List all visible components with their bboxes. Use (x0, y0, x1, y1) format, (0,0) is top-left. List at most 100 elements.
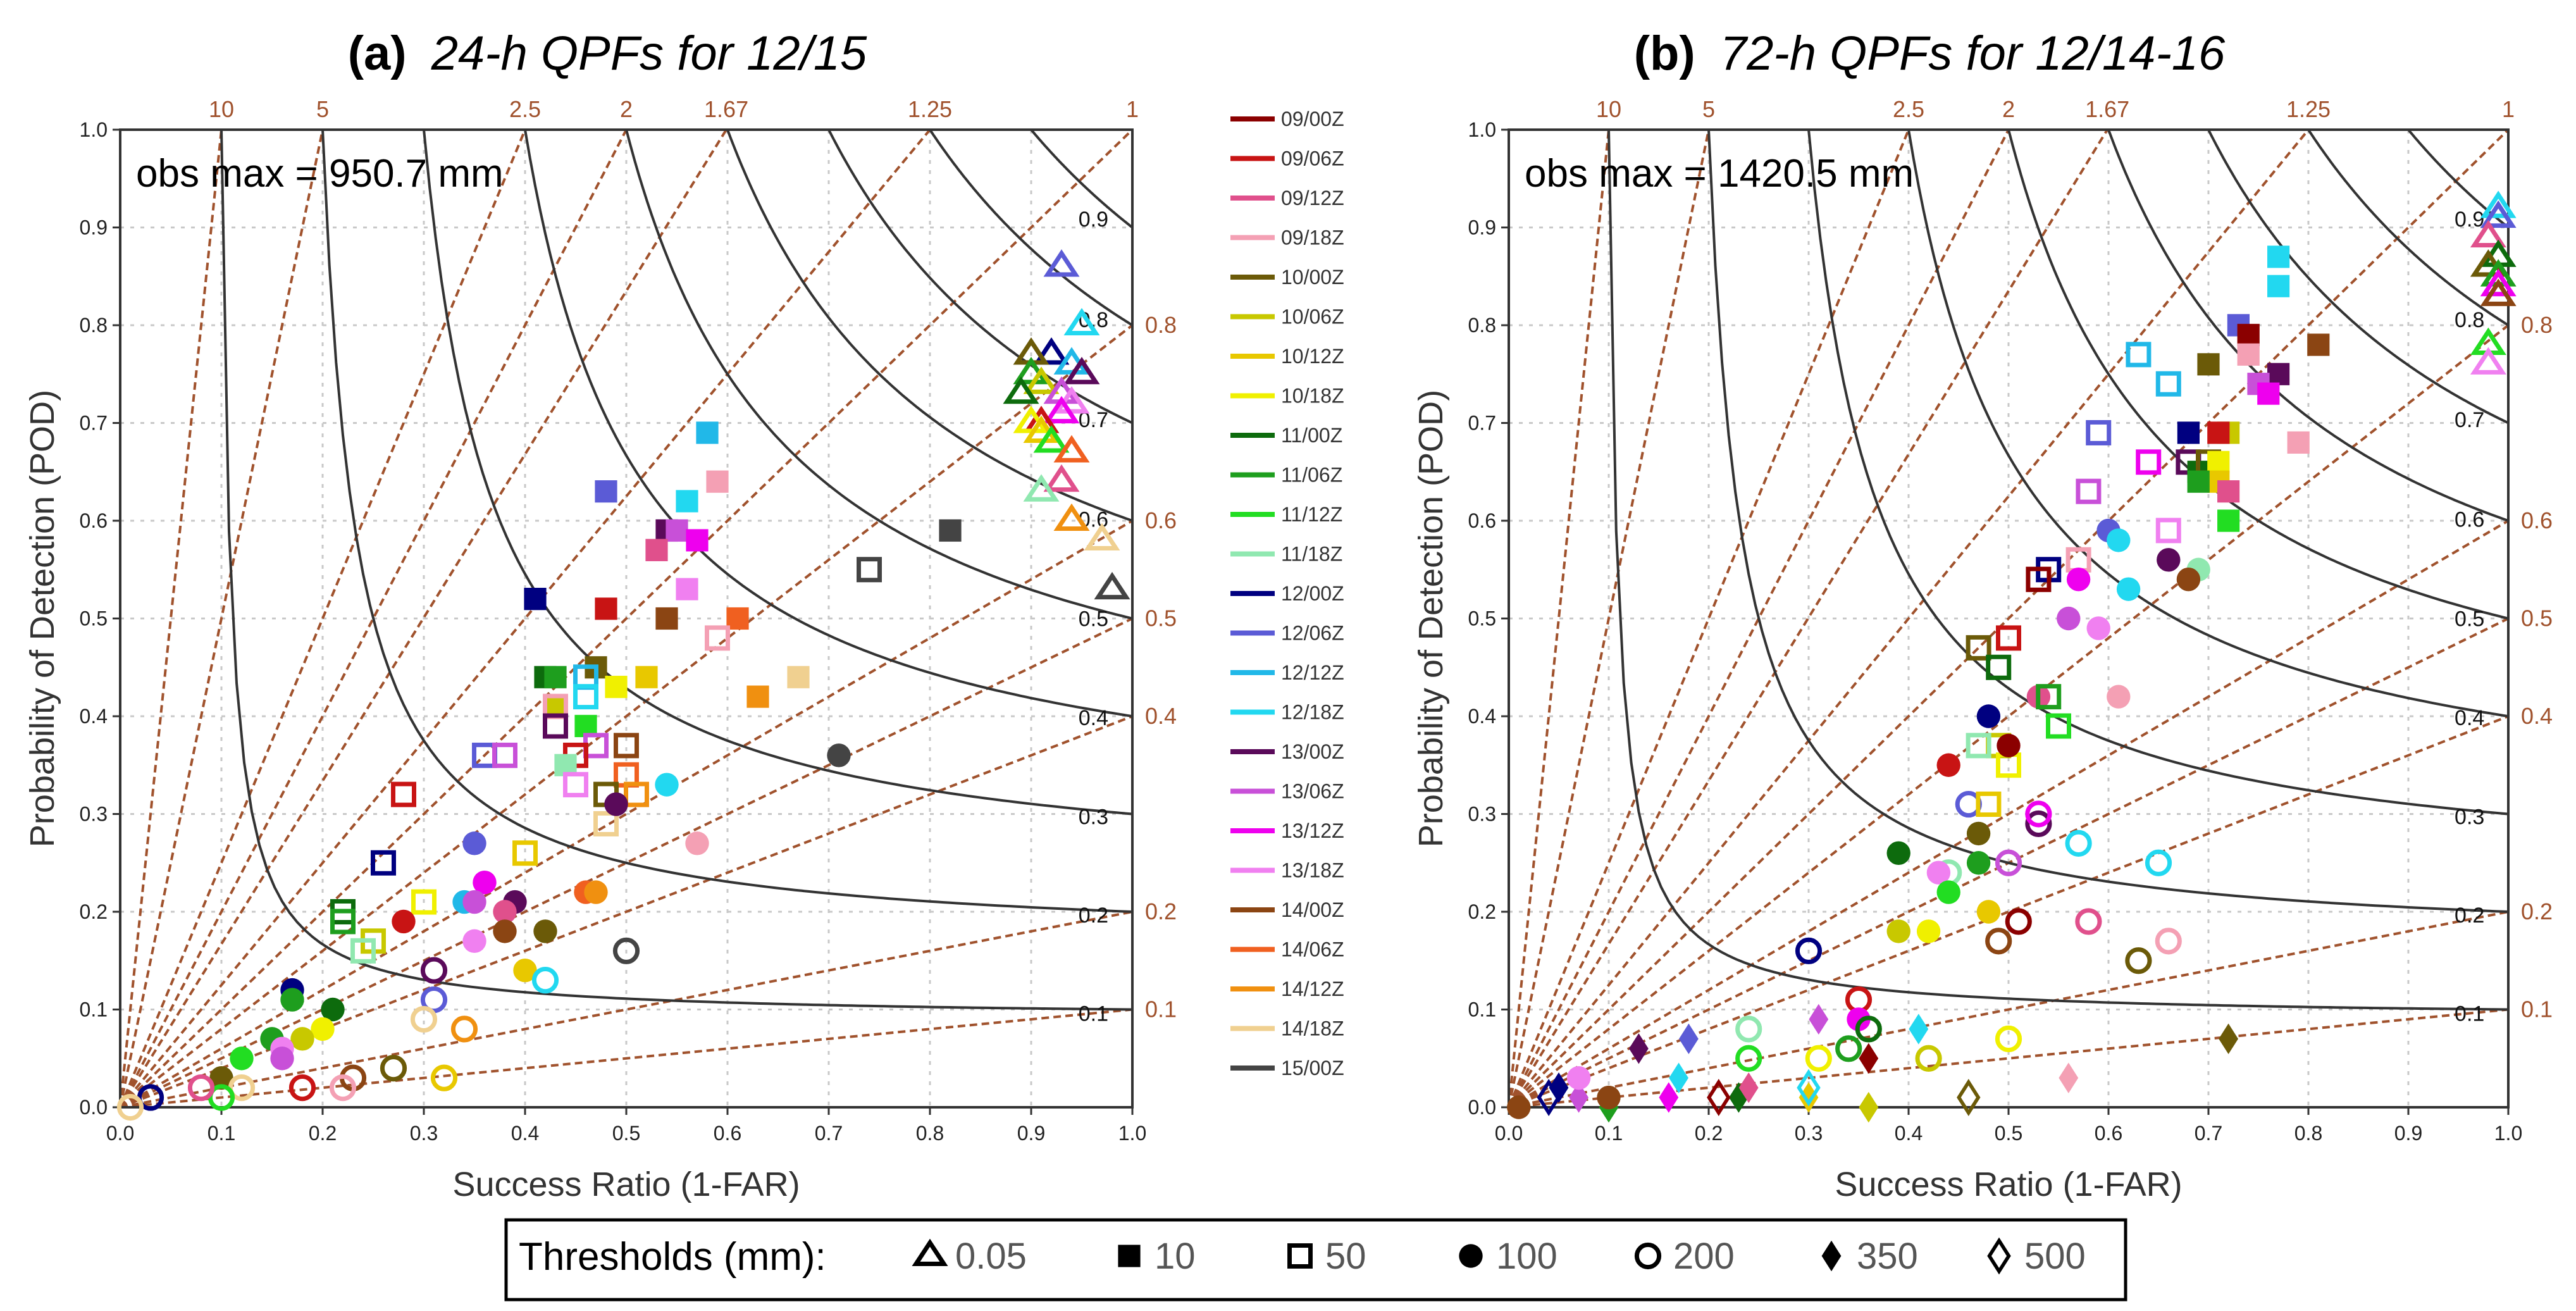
bias-line (1509, 130, 2108, 1107)
chart-title-a: (a) 24-h QPFs for 12/15 (348, 27, 867, 80)
legend-label: 14/00Z (1281, 898, 1344, 921)
x-tick-label: 0.2 (309, 1122, 337, 1145)
csi-label: 0.5 (1079, 607, 1108, 631)
plot-area-b: 0.1 0.2 0.3 0.4 0.5 0.6 0.7 0.8 0.9 10 5 2.5 2 1.67 1.… (1412, 96, 2553, 1203)
bias-label: 2.5 (509, 96, 541, 122)
legend-label: 13/18Z (1281, 859, 1344, 882)
legend-label: 11/18Z (1281, 543, 1342, 566)
csi-curve (524, 130, 1132, 718)
data-point (1805, 1045, 1832, 1072)
data-point (1995, 1025, 2022, 1052)
threshold-label: 200 (1673, 1236, 1735, 1277)
data-point (2480, 190, 2517, 218)
data-point (2237, 323, 2260, 347)
legend-label: 09/06Z (1281, 147, 1344, 170)
threshold-label: 350 (1857, 1236, 1918, 1277)
data-point (2126, 342, 2152, 368)
data-point (1997, 733, 2021, 758)
data-point (2197, 353, 2220, 376)
csi-curve (2107, 130, 2508, 522)
x-tick-label: 0.8 (2294, 1122, 2322, 1145)
legend-label: 12/18Z (1281, 701, 1344, 724)
legend-label: 13/00Z (1281, 740, 1344, 763)
data-point (1797, 1069, 1821, 1107)
data-point (595, 480, 617, 503)
csi-curve (220, 130, 1132, 1011)
x-tick-label: 0.7 (2195, 1122, 2222, 1145)
bias-line (120, 130, 324, 1107)
data-point (666, 519, 688, 542)
data-point (288, 1074, 316, 1102)
data-point (2187, 470, 2210, 493)
y-tick-label: 0.0 (80, 1096, 108, 1119)
bias-label: 0.1 (2521, 997, 2553, 1022)
threshold-label: 10 (1155, 1236, 1196, 1277)
data-point (2207, 450, 2230, 473)
bias-label: 1.25 (2286, 96, 2331, 122)
x-tick-label: 0.4 (1895, 1122, 1923, 1145)
data-point (544, 666, 567, 688)
bias-label: 0.1 (1145, 997, 1177, 1022)
time-legend: 09/00Z 09/06Z 09/12Z 09/18Z 10/00Z 10/06Z 10/1… (1230, 108, 1344, 1079)
data-point (1707, 1079, 1731, 1116)
data-point (2145, 849, 2172, 876)
data-point (350, 938, 376, 964)
data-point (1003, 376, 1039, 404)
panel-b: (b) 72-h QPFs for 12/14-16 0.10.20.30.40… (1412, 27, 2553, 1203)
data-point (939, 519, 962, 542)
x-tick-label: 0.5 (1995, 1122, 2022, 1145)
data-point (330, 909, 356, 935)
data-point (604, 792, 628, 816)
threshold-legend: Thresholds (mm): 0.05 10 50 100 200 350 500 (504, 1218, 2127, 1302)
data-point (1966, 821, 1991, 846)
plot-area-a: 0.1 0.2 0.3 0.4 0.5 0.6 0.7 0.8 0.9 10 5 2.5 2 1.67 1.… (23, 96, 1177, 1203)
data-point (321, 997, 345, 1022)
data-point (612, 937, 640, 964)
data-point (2480, 268, 2517, 297)
x-tick-label: 0.8 (916, 1122, 944, 1145)
csi-curve (2307, 130, 2508, 326)
csi-curve (1030, 130, 1132, 229)
data-point (655, 607, 678, 630)
x-tick-label: 1.0 (2494, 1122, 2522, 1145)
data-point (228, 1074, 256, 1102)
data-point (2065, 547, 2091, 573)
data-point (2267, 245, 2290, 268)
data-point (2267, 275, 2290, 297)
legend-label: 11/00Z (1281, 424, 1342, 447)
data-point (2046, 713, 2071, 739)
legend-label: 11/12Z (1281, 503, 1342, 526)
data-point (1995, 849, 2022, 876)
data-point (2026, 566, 2052, 592)
csi-label: 0.5 (2455, 607, 2484, 631)
x-tick-label: 0.9 (2394, 1122, 2422, 1145)
data-point (787, 666, 810, 688)
obs-max-annotation-a: obs max = 950.7 mm (136, 152, 504, 196)
y-tick-label: 0.9 (1468, 216, 1496, 239)
data-point (2307, 333, 2330, 356)
data-point (2075, 908, 2102, 935)
bias-label: 0.5 (1145, 606, 1177, 631)
y-tick-label: 0.6 (1468, 509, 1496, 532)
data-point (1043, 464, 1080, 492)
csi-curve (726, 130, 1132, 522)
threshold-legend-title: Thresholds (mm): (519, 1235, 826, 1279)
x-tick-label: 0.0 (106, 1122, 134, 1145)
csi-curve (321, 130, 1132, 913)
data-point (524, 588, 547, 611)
csi-label: 0.6 (2455, 507, 2484, 531)
legend-label: 09/00Z (1281, 108, 1344, 130)
data-point (1886, 919, 1910, 943)
title-text-b: 72-h QPFs for 12/14-16 (1720, 27, 2226, 80)
data-point (411, 889, 437, 915)
legend-label: 09/18Z (1281, 227, 1344, 249)
x-tick-label: 0.1 (1595, 1122, 1623, 1145)
data-point (1738, 1072, 1759, 1103)
data-point (116, 1093, 144, 1121)
x-tick-label: 0.5 (612, 1122, 640, 1145)
x-tick-label: 0.6 (714, 1122, 741, 1145)
bias-line (120, 617, 1132, 1107)
bias-line (1509, 130, 2010, 1107)
data-point (1033, 425, 1070, 453)
data-point (1566, 1066, 1591, 1090)
